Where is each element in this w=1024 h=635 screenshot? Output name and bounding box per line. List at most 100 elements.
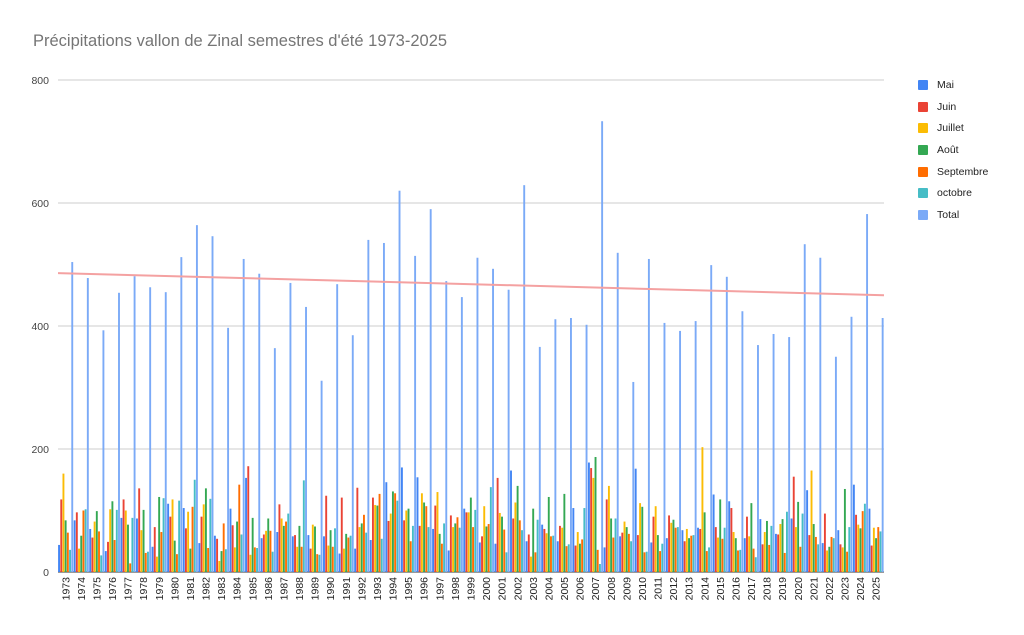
bar[interactable] bbox=[122, 499, 125, 572]
bar[interactable] bbox=[320, 380, 323, 572]
bar[interactable] bbox=[719, 499, 722, 572]
bar[interactable] bbox=[728, 501, 731, 572]
bar[interactable] bbox=[777, 534, 780, 572]
bar[interactable] bbox=[102, 330, 105, 572]
bar[interactable] bbox=[69, 549, 71, 572]
bar[interactable] bbox=[160, 532, 163, 572]
bar[interactable] bbox=[345, 533, 348, 572]
bar[interactable] bbox=[420, 493, 423, 572]
bar[interactable] bbox=[614, 518, 617, 572]
bar[interactable] bbox=[532, 508, 535, 572]
bar[interactable] bbox=[663, 322, 666, 572]
bar[interactable] bbox=[766, 520, 768, 572]
bar[interactable] bbox=[725, 276, 728, 572]
bar[interactable] bbox=[489, 487, 492, 572]
bar[interactable] bbox=[510, 470, 512, 572]
bar[interactable] bbox=[365, 532, 368, 572]
bar[interactable] bbox=[287, 513, 290, 572]
bar[interactable] bbox=[95, 511, 98, 572]
bar[interactable] bbox=[271, 551, 274, 572]
bar[interactable] bbox=[574, 545, 577, 572]
bar[interactable] bbox=[314, 526, 316, 572]
bar[interactable] bbox=[340, 497, 343, 572]
bar[interactable] bbox=[846, 551, 849, 572]
bar[interactable] bbox=[156, 556, 158, 572]
bar[interactable] bbox=[545, 533, 548, 572]
bar[interactable] bbox=[576, 532, 579, 572]
bar[interactable] bbox=[78, 548, 80, 572]
bar[interactable] bbox=[133, 276, 136, 572]
bar[interactable] bbox=[265, 530, 267, 572]
bar[interactable] bbox=[654, 506, 657, 572]
bar[interactable] bbox=[445, 281, 448, 572]
bar[interactable] bbox=[91, 537, 94, 572]
bar[interactable] bbox=[260, 538, 263, 572]
bar[interactable] bbox=[516, 485, 519, 572]
bar[interactable] bbox=[423, 502, 426, 572]
bar[interactable] bbox=[708, 547, 710, 572]
bar[interactable] bbox=[231, 525, 234, 572]
bar[interactable] bbox=[89, 528, 92, 572]
bar[interactable] bbox=[140, 530, 143, 572]
bar[interactable] bbox=[487, 524, 490, 572]
bar[interactable] bbox=[82, 510, 85, 573]
bar[interactable] bbox=[276, 532, 279, 572]
bar[interactable] bbox=[289, 282, 292, 572]
bar[interactable] bbox=[358, 527, 361, 572]
bar[interactable] bbox=[124, 510, 127, 573]
bar[interactable] bbox=[636, 535, 639, 572]
bar[interactable] bbox=[427, 527, 430, 572]
bar[interactable] bbox=[661, 543, 664, 572]
bar[interactable] bbox=[850, 316, 853, 572]
bar[interactable] bbox=[253, 547, 256, 572]
bar[interactable] bbox=[501, 516, 503, 572]
bar[interactable] bbox=[712, 494, 715, 572]
bar[interactable] bbox=[434, 505, 437, 572]
bar[interactable] bbox=[334, 528, 336, 572]
bar[interactable] bbox=[211, 236, 214, 572]
bar[interactable] bbox=[331, 546, 334, 572]
bar[interactable] bbox=[149, 287, 152, 572]
bar[interactable] bbox=[127, 524, 129, 572]
bar[interactable] bbox=[242, 258, 245, 572]
bar[interactable] bbox=[387, 520, 390, 572]
bar[interactable] bbox=[752, 548, 755, 572]
bar[interactable] bbox=[60, 499, 63, 572]
bar[interactable] bbox=[507, 289, 510, 572]
bar[interactable] bbox=[623, 521, 626, 572]
bar[interactable] bbox=[285, 521, 287, 572]
bar[interactable] bbox=[772, 333, 775, 572]
bar[interactable] bbox=[598, 564, 601, 572]
bar[interactable] bbox=[587, 462, 590, 572]
bar[interactable] bbox=[109, 509, 112, 572]
bar[interactable] bbox=[218, 560, 221, 572]
bar[interactable] bbox=[216, 538, 219, 572]
bar[interactable] bbox=[298, 525, 301, 572]
bar[interactable] bbox=[385, 482, 388, 572]
bar[interactable] bbox=[129, 563, 132, 572]
bar[interactable] bbox=[104, 551, 107, 572]
bar[interactable] bbox=[356, 487, 359, 572]
bar[interactable] bbox=[523, 185, 526, 573]
bar[interactable] bbox=[803, 244, 806, 572]
bar[interactable] bbox=[323, 536, 325, 572]
bar[interactable] bbox=[601, 121, 604, 572]
bar[interactable] bbox=[875, 538, 878, 572]
bar[interactable] bbox=[605, 499, 608, 572]
bar[interactable] bbox=[834, 356, 837, 572]
bar[interactable] bbox=[837, 530, 840, 572]
bar[interactable] bbox=[425, 506, 428, 572]
bar[interactable] bbox=[619, 536, 622, 572]
bar[interactable] bbox=[240, 534, 243, 572]
bar[interactable] bbox=[227, 327, 230, 572]
bar[interactable] bbox=[565, 546, 568, 572]
bar[interactable] bbox=[305, 306, 307, 572]
bar[interactable] bbox=[857, 524, 860, 572]
bar[interactable] bbox=[458, 527, 461, 572]
bar[interactable] bbox=[690, 535, 693, 572]
bar[interactable] bbox=[414, 255, 417, 572]
bar[interactable] bbox=[741, 311, 744, 572]
bar[interactable] bbox=[612, 537, 615, 572]
bar[interactable] bbox=[187, 511, 190, 572]
bar[interactable] bbox=[774, 533, 777, 572]
